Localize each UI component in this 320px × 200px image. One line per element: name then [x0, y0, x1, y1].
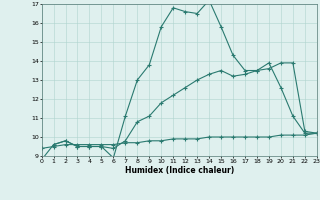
X-axis label: Humidex (Indice chaleur): Humidex (Indice chaleur) — [124, 166, 234, 175]
